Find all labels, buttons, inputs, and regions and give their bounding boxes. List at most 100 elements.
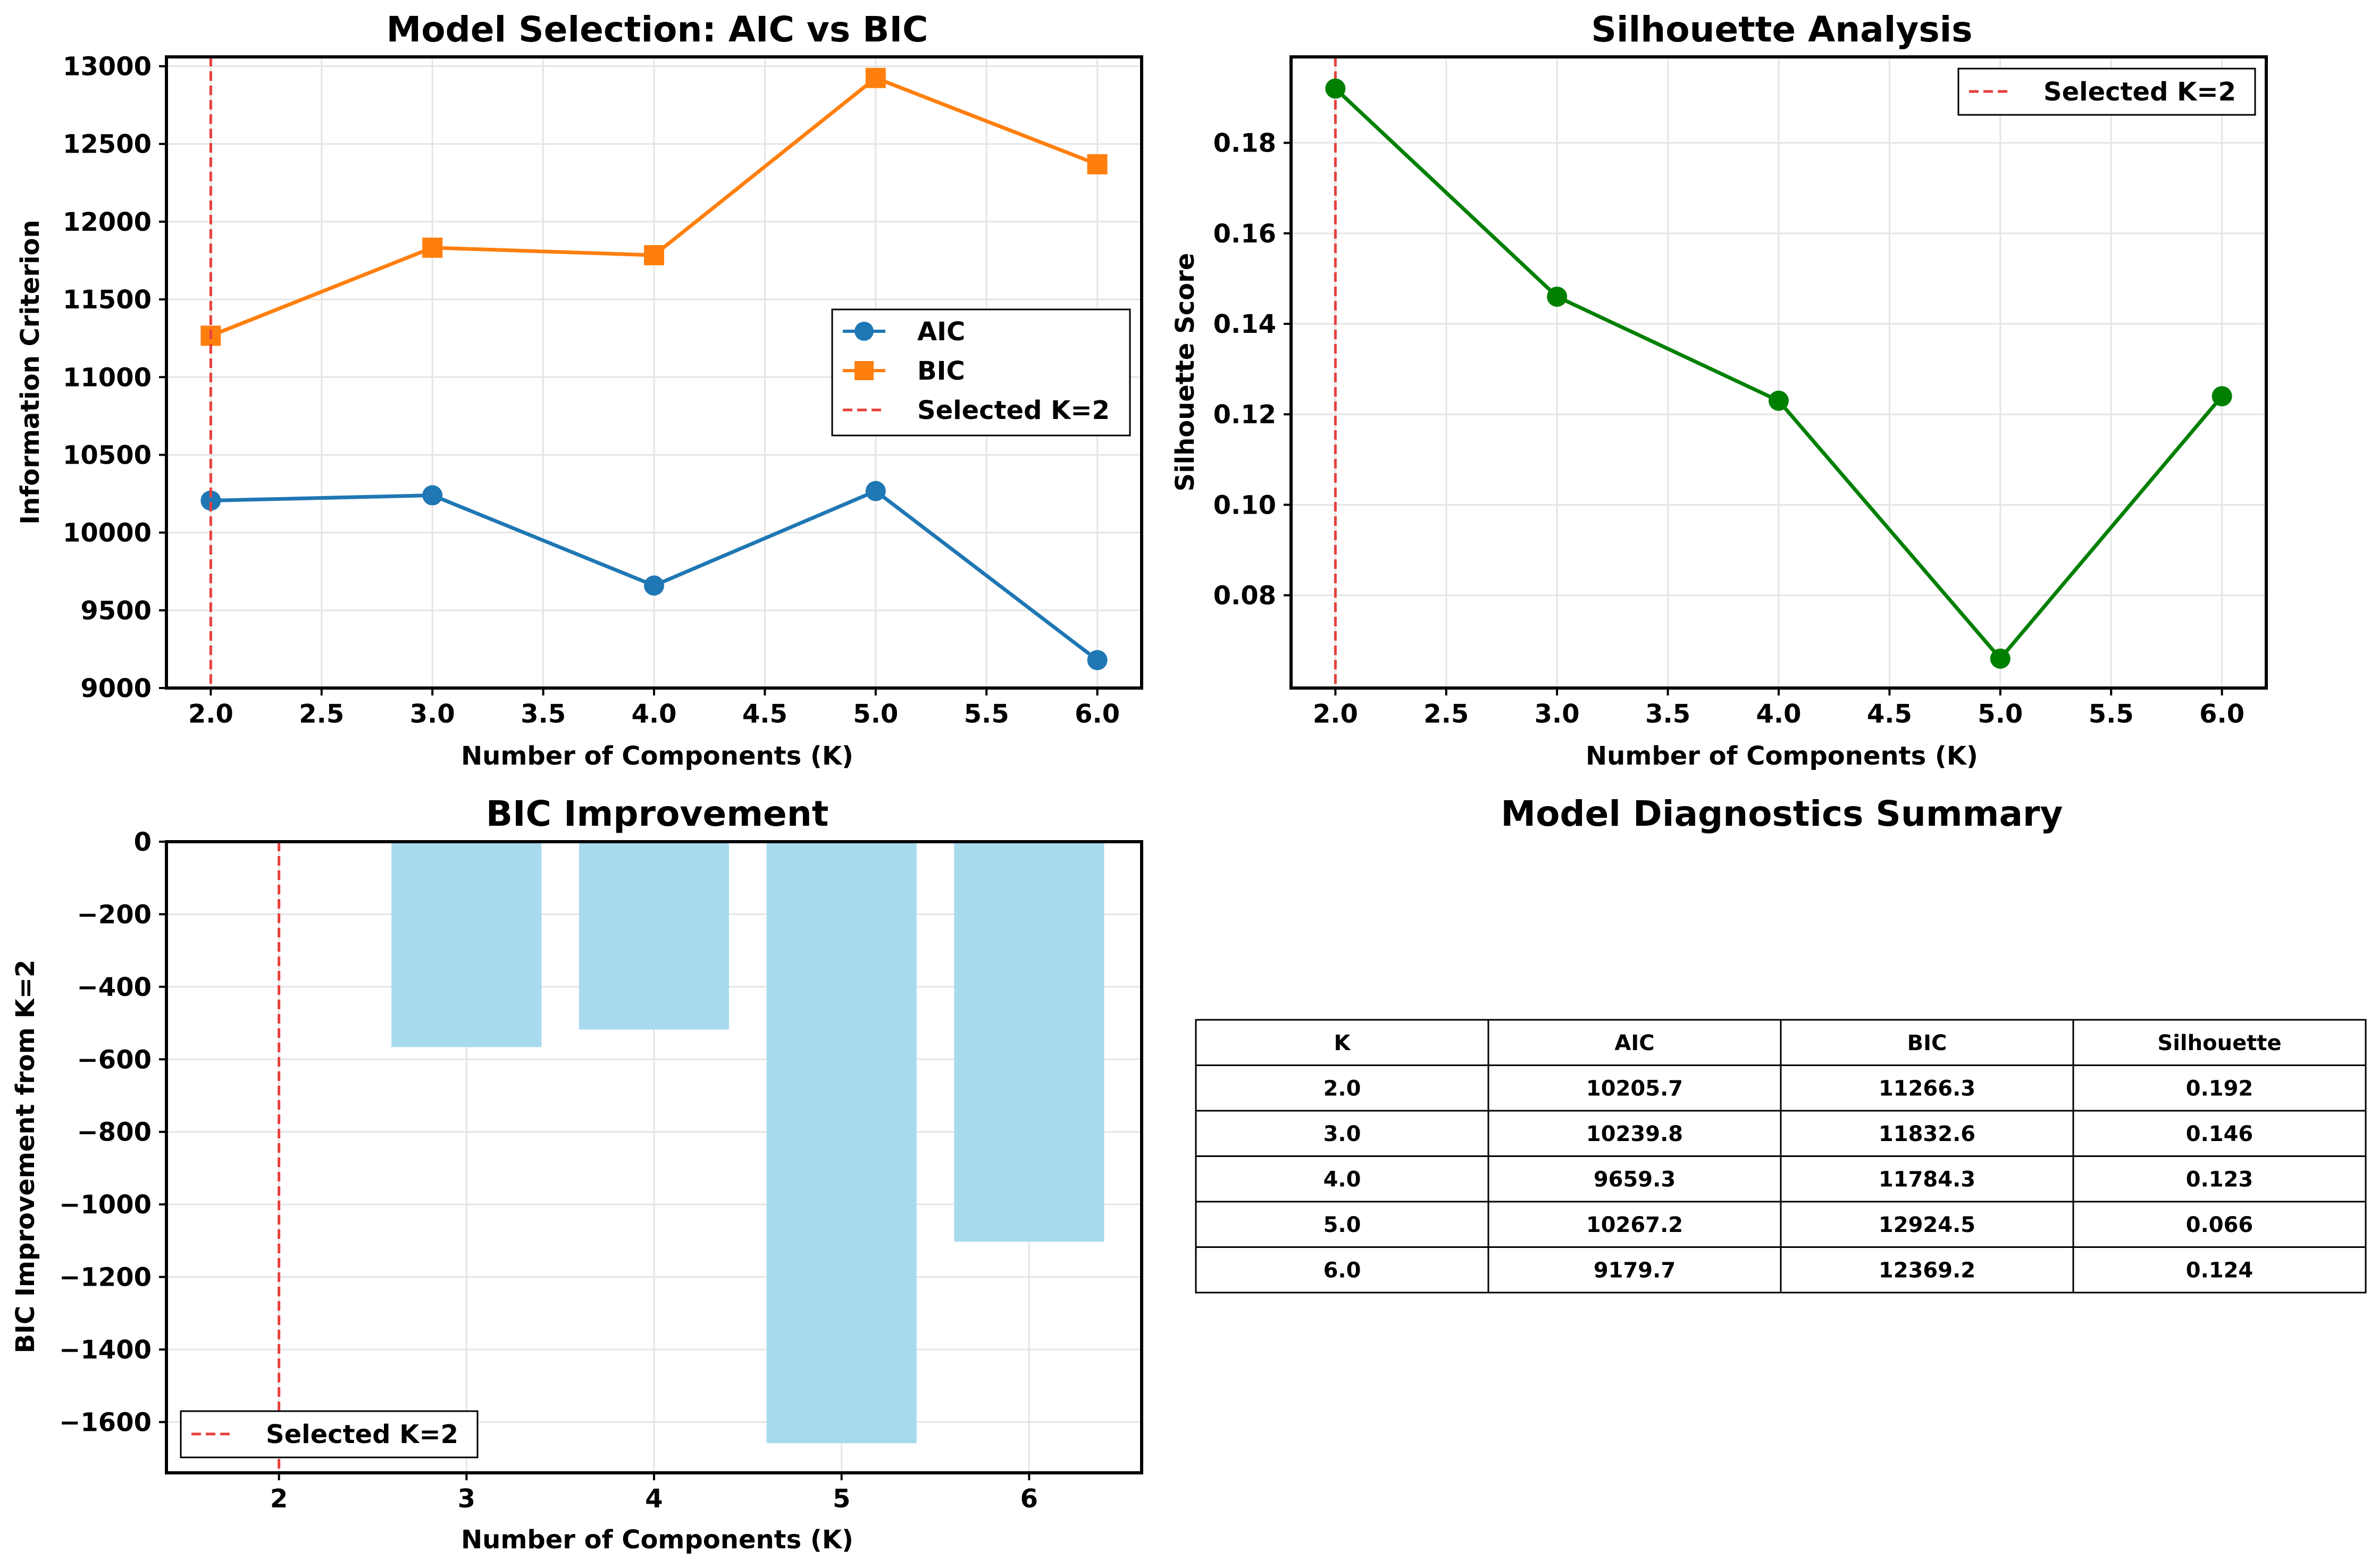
- x-tick-label: 4.5: [1867, 699, 1912, 729]
- legend-selected-label: Selected K=2: [266, 1420, 458, 1449]
- table-cell: [1487, 1201, 1782, 1248]
- legend-aic-label: AIC: [917, 317, 965, 347]
- y-tick-label: 0.18: [1213, 129, 1276, 158]
- y-tick-label: −1000: [59, 1190, 152, 1220]
- aic-point: [644, 575, 664, 596]
- table-cell: [2072, 1019, 2367, 1066]
- aic-point: [1087, 650, 1108, 670]
- y-tick-label: 0.12: [1213, 400, 1276, 430]
- x-tick-label: 2.5: [1423, 699, 1469, 729]
- bar: [391, 842, 542, 1047]
- summary-table: K AIC BIC Silhouette 2.0 10205.7 11266.3 0.192 3…: [1195, 1019, 2367, 1294]
- plot-marks: [1325, 57, 2232, 688]
- y-tick-label: −800: [77, 1118, 152, 1147]
- table-value-cell: 0.146: [2186, 1122, 2254, 1146]
- x-tick-label: 5.0: [1978, 699, 2023, 729]
- x-axis-label: Number of Components (K): [1586, 741, 1978, 771]
- table-value-cell: 0.123: [2186, 1167, 2254, 1192]
- silhouette-point: [1990, 648, 2011, 669]
- table-value-cell: 3.0: [1323, 1122, 1361, 1146]
- x-tick-label: 6: [1020, 1484, 1038, 1514]
- x-tick-label: 2.5: [299, 699, 344, 729]
- bic-improvement-panel: BIC Improvement Number of Components (K)…: [11, 793, 1143, 1555]
- legend-box: [180, 1410, 479, 1458]
- y-tick-label: −200: [77, 900, 152, 929]
- legend-box: [1957, 68, 2256, 116]
- y-tick-label: 10000: [63, 518, 152, 548]
- y-tick-label: −1200: [59, 1263, 152, 1293]
- y-ticks: 0 −200 −400 −600 −800 −1000 −1200 −1400 −1600: [59, 827, 166, 1437]
- y-tick-label: 0.10: [1213, 490, 1276, 520]
- x-tick-label: 5.0: [853, 699, 898, 729]
- aic-point: [200, 490, 221, 511]
- x-tick-label: 4.0: [631, 699, 676, 729]
- bic-point: [865, 68, 886, 88]
- aic-point: [865, 481, 886, 501]
- x-tick-label: 2: [270, 1484, 288, 1514]
- grid: [1291, 57, 2266, 688]
- table-value-cell: 11266.3: [1879, 1076, 1975, 1101]
- table-value-cell: 9659.3: [1594, 1167, 1676, 1192]
- table-cell: [2072, 1246, 2367, 1294]
- silhouette-point: [1769, 390, 1789, 411]
- panel-title: BIC Improvement: [486, 793, 829, 834]
- legend: Selected K=2: [1957, 68, 2256, 116]
- panel-title: Model Selection: AIC vs BIC: [387, 9, 928, 50]
- table-value-cell: 2.0: [1323, 1076, 1361, 1101]
- x-tick-label: 4.5: [742, 699, 788, 729]
- plot-marks: [200, 57, 1108, 688]
- table-cell: [1780, 1246, 2074, 1294]
- table-value-cell: 11784.3: [1879, 1167, 1975, 1192]
- legend-selected-label: Selected K=2: [2043, 77, 2236, 107]
- table-cell: [1195, 1246, 1489, 1294]
- y-axis-label: Silhouette Score: [1170, 253, 1200, 492]
- y-tick-label: 13000: [63, 52, 152, 82]
- bar: [579, 842, 730, 1030]
- table-header-cell: BIC: [1907, 1031, 1947, 1055]
- x-axis-label: Number of Components (K): [461, 1525, 853, 1555]
- y-tick-label: −400: [77, 972, 152, 1002]
- bic-point: [644, 245, 664, 265]
- table-header-cell: K: [1334, 1031, 1352, 1055]
- x-tick-label: 6.0: [1075, 699, 1120, 729]
- x-ticks: 2 3 4 5 6: [270, 1473, 1038, 1514]
- x-tick-label: 3.0: [1535, 699, 1580, 729]
- table-cell: [1195, 1019, 1489, 1066]
- silhouette-panel: Silhouette Analysis Number of Components…: [1170, 9, 2268, 771]
- table-cell: [1195, 1155, 1489, 1203]
- table-header-cell: AIC: [1614, 1031, 1654, 1055]
- table-header-cell: Silhouette: [2157, 1031, 2281, 1055]
- legend-bic-label: BIC: [917, 356, 965, 386]
- legend-selected-label: Selected K=2: [917, 396, 1110, 425]
- diagnostics-summary-panel: Model Diagnostics Summary K AIC BIC Silhoue…: [1195, 793, 2367, 1294]
- bic-point: [422, 237, 443, 258]
- x-ticks: 2.0 2.5 3.0 3.5 4.0 4.5 5.0 5.5 6.0: [1313, 688, 2244, 729]
- x-tick-label: 4.0: [1756, 699, 1801, 729]
- table-value-cell: 10267.2: [1586, 1213, 1683, 1237]
- table-value-cell: 9179.7: [1594, 1258, 1676, 1282]
- table-value-cell: 11832.6: [1879, 1122, 1975, 1146]
- y-tick-label: 12500: [63, 130, 152, 160]
- y-tick-label: 0: [134, 827, 152, 857]
- y-tick-label: 11000: [63, 363, 152, 392]
- silhouette-point: [2212, 386, 2232, 407]
- table-value-cell: 12369.2: [1879, 1258, 1975, 1282]
- legend-bic-marker: [855, 361, 874, 380]
- y-tick-label: 11500: [63, 285, 152, 315]
- y-tick-label: 0.08: [1213, 581, 1276, 611]
- table-cell: [2072, 1201, 2367, 1248]
- table-value-cell: 5.0: [1323, 1213, 1361, 1237]
- plot-marks: [278, 842, 1104, 1473]
- aic-bic-panel: Model Selection: AIC vs BIC Number of Co…: [15, 9, 1143, 771]
- table-cell: [1780, 1019, 2074, 1066]
- panel-title: Model Diagnostics Summary: [1501, 793, 2063, 834]
- x-tick-label: 2.0: [188, 699, 233, 729]
- table-value-cell: 0.192: [2186, 1076, 2254, 1101]
- y-ticks: 9000 9500 10000 10500 11000 11500 12000 12500 13…: [63, 52, 166, 703]
- y-tick-label: 0.16: [1213, 219, 1276, 249]
- aic-point: [422, 485, 443, 506]
- bic-point: [1087, 154, 1108, 174]
- table-cell: [1487, 1246, 1782, 1294]
